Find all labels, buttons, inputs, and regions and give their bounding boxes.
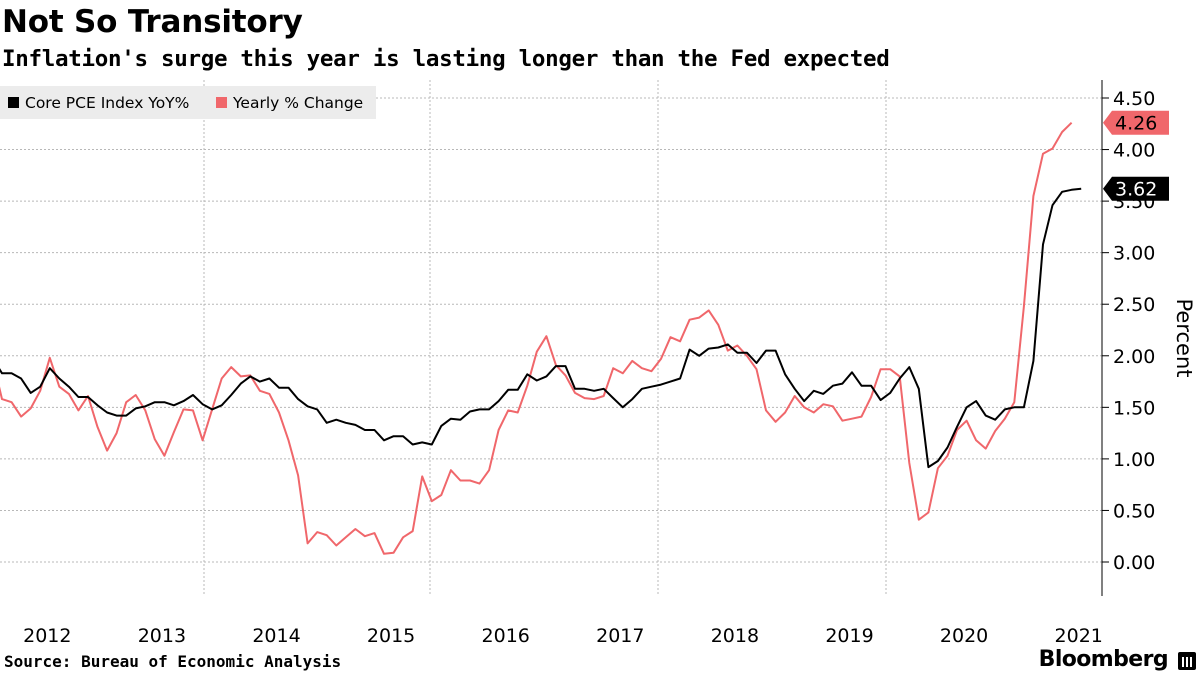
legend-background xyxy=(0,86,376,119)
x-tick-label: 2017 xyxy=(596,625,644,647)
y-tick-label: 0.50 xyxy=(1113,500,1155,522)
y-tick-label: 0.00 xyxy=(1113,552,1155,574)
tag-value: 4.26 xyxy=(1115,113,1157,135)
x-tick-label: 2016 xyxy=(482,625,530,647)
x-tick-label: 2021 xyxy=(1055,625,1103,647)
x-tick-label: 2020 xyxy=(940,625,988,647)
y-tick-label: 1.00 xyxy=(1113,449,1155,471)
x-axis-tick-labels: 2012 2013 2014 2015 2016 2017 2018 2019 2020 2021 xyxy=(23,625,1103,647)
x-tick-label: 2013 xyxy=(138,625,186,647)
y-axis-label: Percent xyxy=(1172,298,1196,377)
chart-title: Not So Transitory xyxy=(2,4,303,40)
series-line-core xyxy=(0,187,1082,469)
series-lines xyxy=(0,121,1082,555)
x-tick-label: 2014 xyxy=(252,625,300,647)
last-value-tags: 3.62 4.26 xyxy=(1103,110,1169,201)
last-value-tag-yearly: 4.26 xyxy=(1103,110,1169,135)
y-tick-label: 4.50 xyxy=(1113,88,1155,110)
y-tick-label: 1.50 xyxy=(1113,397,1155,419)
legend: Core PCE Index YoY% Yearly % Change xyxy=(0,86,376,119)
y-tick-label: 2.50 xyxy=(1113,294,1155,316)
tag-shape xyxy=(1103,110,1169,135)
last-value-tag-core: 3.62 xyxy=(1103,176,1169,201)
legend-label-yearly: Yearly % Change xyxy=(232,94,363,112)
bloomberg-logo: Bloomberg xyxy=(1038,647,1169,672)
tag-shape xyxy=(1103,176,1169,201)
y-tick-label: 2.00 xyxy=(1113,346,1155,368)
series-line-yearly xyxy=(0,121,1073,555)
x-tick-label: 2015 xyxy=(367,625,415,647)
legend-label-core: Core PCE Index YoY% xyxy=(25,94,189,112)
y-tick-label: 4.00 xyxy=(1113,140,1155,162)
legend-swatch-core xyxy=(8,97,19,108)
legend-swatch-yearly xyxy=(216,97,227,108)
x-tick-label: 2012 xyxy=(23,625,71,647)
y-tick-label: 3.00 xyxy=(1113,243,1155,265)
y-axis: 0.000.501.001.502.002.503.003.504.004.50 xyxy=(1101,80,1155,596)
source-note: Source: Bureau of Economic Analysis xyxy=(4,652,342,671)
grid-lines xyxy=(0,80,1102,596)
bloomberg-icon xyxy=(1178,652,1196,670)
x-tick-label: 2019 xyxy=(825,625,873,647)
tag-value: 3.62 xyxy=(1115,179,1157,201)
chart-subtitle: Inflation's surge this year is lasting l… xyxy=(2,46,890,72)
x-tick-label: 2018 xyxy=(711,625,759,647)
